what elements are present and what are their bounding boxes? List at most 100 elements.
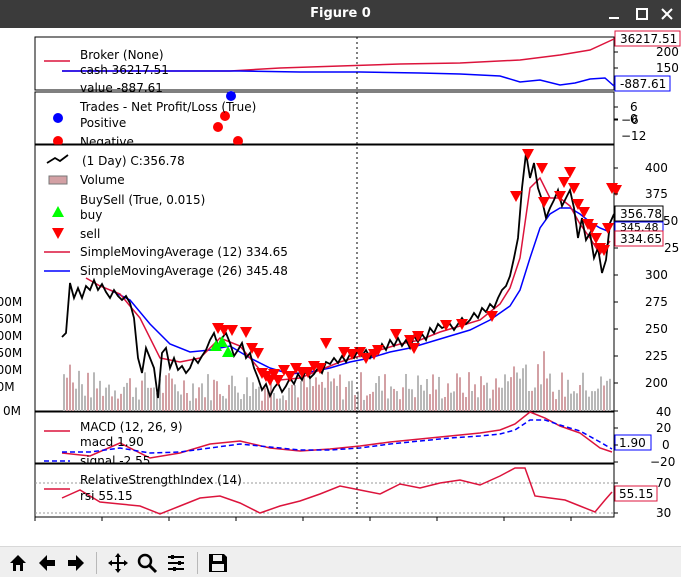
sell-marker xyxy=(272,375,284,386)
volume-bar xyxy=(492,389,494,411)
volume-bar xyxy=(489,398,491,411)
volume-bar xyxy=(225,398,227,411)
macd-panel: MACD (12, 26, 9) macd 1.90 signal -2.55 … xyxy=(34,411,675,469)
close-line xyxy=(61,152,615,399)
volume-bar xyxy=(72,382,74,411)
volume-bar xyxy=(327,371,329,411)
volume-bar xyxy=(519,378,521,411)
sell-marker xyxy=(404,335,416,346)
volume-bar xyxy=(102,395,104,411)
volume-bar xyxy=(93,372,95,411)
volume-bar xyxy=(333,378,335,411)
volume-bar xyxy=(345,386,347,411)
volume-bar xyxy=(132,396,134,411)
volume-bar xyxy=(372,391,374,411)
volume-bar xyxy=(99,380,101,411)
minimize-icon[interactable] xyxy=(604,4,624,24)
volume-bar xyxy=(465,397,467,411)
volume-bar xyxy=(105,387,107,411)
volume-bar xyxy=(318,384,320,411)
volume-yaxis: 300M 250M 200M 150M 100M 50M 0M xyxy=(0,295,22,418)
volume-bar xyxy=(462,392,464,411)
sell-marker xyxy=(564,167,576,178)
sell-marker xyxy=(354,347,366,358)
volume-bar xyxy=(219,394,221,411)
sell-marker xyxy=(486,311,498,322)
price-ytick: 275 xyxy=(645,295,668,309)
volume-bar xyxy=(420,384,422,411)
buysell-legend-label: BuySell (True, 0.015) xyxy=(80,193,205,207)
volume-bar xyxy=(432,374,434,411)
volume-bar xyxy=(528,390,530,411)
volume-bar xyxy=(390,386,392,411)
volume-bar xyxy=(153,387,155,411)
volume-bar xyxy=(387,398,389,411)
maximize-icon[interactable] xyxy=(632,4,652,24)
forward-arrow-icon[interactable] xyxy=(63,550,89,576)
figure-canvas[interactable]: Broker (None) cash 36217.51 value -887.6… xyxy=(0,28,681,546)
broker-ytick: 150 xyxy=(656,61,679,75)
legend-positive-icon xyxy=(53,113,63,123)
volume-bar xyxy=(255,388,257,411)
volume-bar xyxy=(198,387,200,411)
volume-bar xyxy=(501,387,503,411)
volume-bar xyxy=(330,381,332,411)
volume-bar xyxy=(510,377,512,411)
sell-marker xyxy=(246,343,258,354)
trades-positive-label: Positive xyxy=(80,116,126,130)
svg-text:334.65: 334.65 xyxy=(620,232,662,246)
trades-title: Trades - Net Profit/Loss (True) xyxy=(79,100,256,114)
pan-icon[interactable] xyxy=(105,550,131,576)
sell-marker xyxy=(218,325,230,336)
svg-text:356.78: 356.78 xyxy=(620,207,662,221)
volume-bar xyxy=(579,385,581,411)
save-icon[interactable] xyxy=(205,550,231,576)
sell-marker xyxy=(240,327,252,338)
sell-marker xyxy=(412,331,424,342)
price-ytick: 40 xyxy=(656,405,671,419)
sell-marker xyxy=(602,223,614,234)
sell-legend-icon xyxy=(52,228,64,239)
volume-ytick: 250M xyxy=(0,312,22,326)
price-panel: (1 Day) C:356.78 Volume BuySell (True, 0… xyxy=(0,144,679,419)
sell-marker xyxy=(572,199,584,210)
volume-bar xyxy=(570,393,572,411)
close-icon[interactable] xyxy=(657,4,677,24)
rsi-title: RelativeStrengthIndex (14) xyxy=(80,473,242,487)
volume-bar xyxy=(381,390,383,411)
volume-bar xyxy=(306,387,308,411)
volume-bar xyxy=(447,383,449,411)
volume-bar xyxy=(597,388,599,411)
volume-bar xyxy=(294,385,296,411)
sell-marker xyxy=(390,329,402,340)
volume-bar xyxy=(423,390,425,411)
volume-bar xyxy=(606,380,608,411)
zoom-icon[interactable] xyxy=(134,550,160,576)
volume-bar xyxy=(408,388,410,411)
trade-negative-marker xyxy=(220,111,230,121)
volume-legend-label: Volume xyxy=(80,173,125,187)
back-arrow-icon[interactable] xyxy=(34,550,60,576)
volume-bar xyxy=(96,388,98,411)
volume-bar xyxy=(537,364,539,411)
volume-bar xyxy=(300,381,302,411)
trade-negative-marker xyxy=(233,136,243,146)
volume-bar xyxy=(396,391,398,411)
home-icon[interactable] xyxy=(5,550,31,576)
volume-bar xyxy=(135,387,137,411)
subplots-icon[interactable] xyxy=(163,550,189,576)
volume-bar xyxy=(414,397,416,411)
volume-bar xyxy=(186,392,188,411)
macd-ytick: −20 xyxy=(650,455,675,469)
rsi-label: rsi 55.15 xyxy=(80,489,133,503)
volume-bar xyxy=(66,377,68,411)
volume-bar xyxy=(252,382,254,411)
value-line xyxy=(62,70,615,87)
volume-bar xyxy=(111,396,113,411)
broker-cash-tag: 36217.51 xyxy=(614,30,681,47)
volume-bar xyxy=(174,384,176,411)
volume-bar xyxy=(480,376,482,411)
macd-tag xyxy=(614,434,652,451)
volume-bar xyxy=(594,391,596,411)
volume-bar xyxy=(360,372,362,411)
